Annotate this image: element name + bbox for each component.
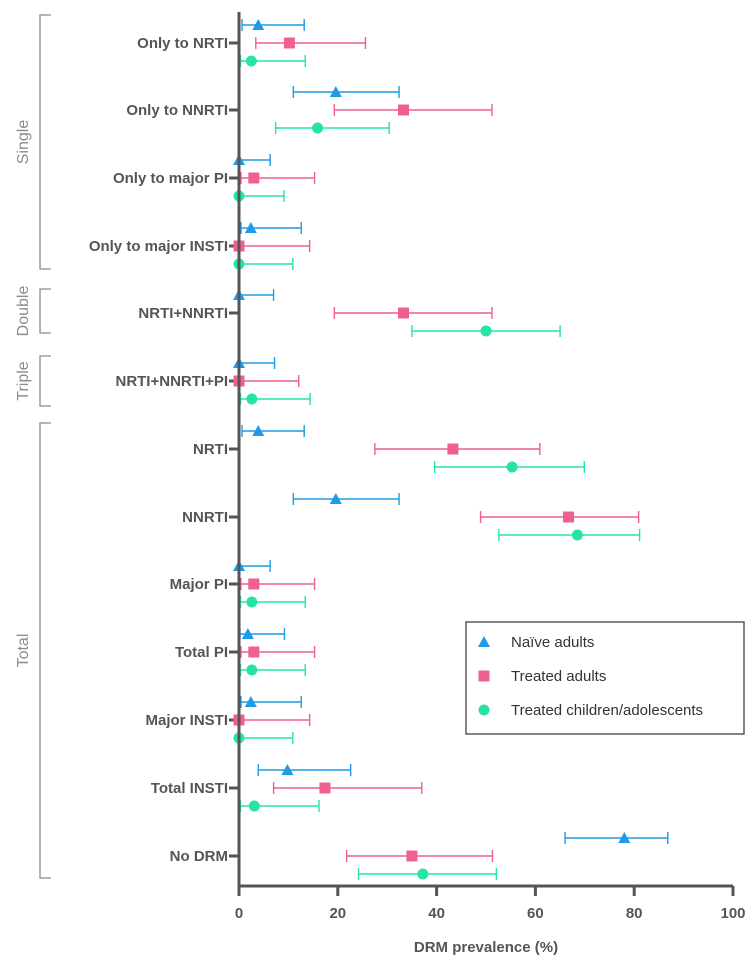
- category-label-only-to-major-pi: Only to major PI: [113, 170, 228, 187]
- x-tick-label: 60: [527, 905, 544, 922]
- data-point-total-insti: [248, 800, 260, 812]
- x-tick-label: 0: [235, 905, 243, 922]
- legend-label: Naïve adults: [511, 634, 594, 651]
- data-point-nrti-nnrti: [480, 325, 492, 337]
- data-point-total-insti: [319, 782, 331, 794]
- data-point-no-drm: [406, 850, 418, 862]
- series-treated-adults: [233, 37, 640, 862]
- data-point-major-insti: [244, 696, 257, 707]
- legend-label: Treated adults: [511, 668, 606, 685]
- data-point-only-to-nnrti: [329, 86, 342, 97]
- x-axis-title: DRM prevalence (%): [414, 939, 558, 956]
- group-label-single: Single: [15, 120, 32, 165]
- data-point-total-pi: [241, 628, 254, 639]
- data-marks: [233, 19, 669, 880]
- data-point-only-to-nnrti: [312, 122, 324, 134]
- category-labels: Only to NRTI Only to NNRTI Only to major P…: [89, 35, 239, 865]
- legend-item-treated-adults: Treated adults: [478, 668, 606, 685]
- x-tick-label: 40: [428, 905, 445, 922]
- data-point-only-to-major-insti: [244, 222, 257, 233]
- data-point-only-to-nnrti: [398, 104, 410, 116]
- data-point-nnrti: [562, 511, 574, 523]
- axes: [237, 12, 733, 888]
- data-point-no-drm: [417, 868, 429, 880]
- data-point-nrti-nnrti-pi: [246, 393, 258, 405]
- data-point-nnrti: [329, 493, 342, 504]
- category-label-only-to-nnrti: Only to NNRTI: [126, 102, 228, 119]
- group-brackets: Single Double Triple Total: [15, 14, 51, 879]
- legend-label: Treated children/adolescents: [511, 702, 703, 719]
- data-point-nrti: [252, 425, 265, 436]
- data-point-only-to-nrti: [245, 55, 257, 67]
- category-label-major-insti: Major INSTI: [145, 712, 228, 729]
- legend: Naïve adults Treated adults Treated childr…: [465, 621, 745, 735]
- category-label-total-insti: Total INSTI: [151, 780, 228, 797]
- data-point-total-insti: [281, 764, 294, 775]
- x-tick-label: 20: [329, 905, 346, 922]
- x-axis-ticks: 0 20 40 60 80 100: [235, 886, 746, 922]
- data-point-major-pi: [248, 578, 260, 590]
- group-label-double: Double: [15, 286, 32, 337]
- legend-item-treated-children-adolescents: Treated children/adolescents: [478, 702, 703, 719]
- legend-marker: [478, 670, 490, 682]
- category-label-only-to-major-insti: Only to major INSTI: [89, 238, 228, 255]
- x-tick-label: 100: [720, 905, 745, 922]
- category-label-nnrti: NNRTI: [182, 509, 228, 526]
- bracket-double: [39, 288, 51, 334]
- bracket-total: [39, 422, 51, 879]
- bracket-triple: [39, 355, 51, 407]
- category-label-nrti-nnrti: NRTI+NNRTI: [138, 305, 228, 322]
- data-point-total-pi: [246, 664, 258, 676]
- data-point-nrti: [506, 461, 518, 473]
- data-point-only-to-major-pi: [248, 172, 260, 184]
- data-point-nnrti: [571, 529, 583, 541]
- legend-marker: [478, 704, 490, 716]
- category-label-total-pi: Total PI: [175, 644, 228, 661]
- data-point-only-to-nrti: [252, 19, 265, 30]
- category-label-major-pi: Major PI: [170, 576, 228, 593]
- group-label-triple: Triple: [15, 361, 32, 401]
- data-point-nrti-nnrti: [398, 307, 410, 319]
- data-point-no-drm: [618, 832, 631, 843]
- category-label-no-drm: No DRM: [170, 848, 228, 865]
- legend-item-na-ve-adults: Naïve adults: [478, 634, 594, 651]
- category-label-nrti: NRTI: [193, 441, 228, 458]
- category-label-nrti-nnrti-pi: NRTI+NNRTI+PI: [115, 373, 228, 390]
- data-point-major-pi: [246, 596, 258, 608]
- x-tick-label: 80: [626, 905, 643, 922]
- legend-marker: [478, 636, 490, 647]
- legend-box: [465, 621, 745, 735]
- data-point-total-pi: [248, 646, 260, 658]
- group-label-total: Total: [15, 634, 32, 668]
- data-point-nrti: [447, 443, 459, 455]
- bracket-single: [39, 14, 51, 270]
- series-treated-children-adolescents: [233, 55, 641, 880]
- data-point-only-to-nrti: [283, 37, 295, 49]
- category-label-only-to-nrti: Only to NRTI: [137, 35, 228, 52]
